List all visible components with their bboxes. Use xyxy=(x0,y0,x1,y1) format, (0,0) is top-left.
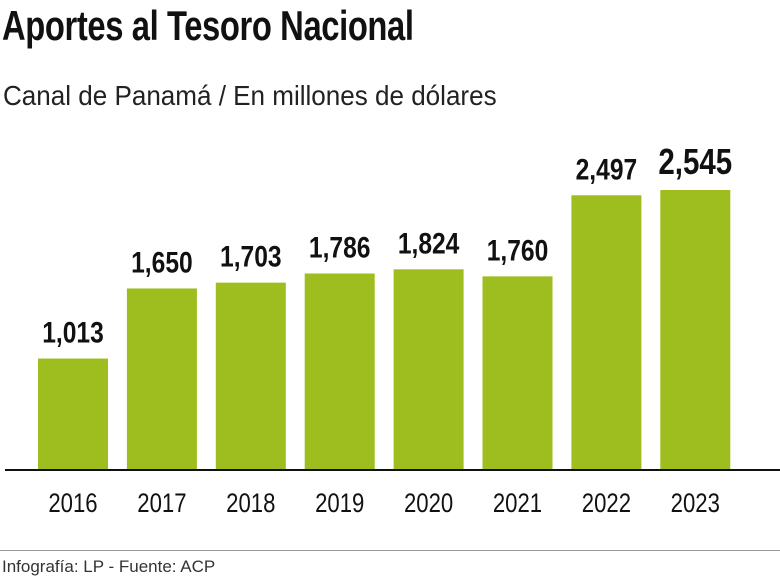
bar-chart: 1,013 2016 1,650 2017 1,703 2018 1,786 2019 1,82… xyxy=(5,141,780,519)
bar-2019 xyxy=(304,273,375,470)
bar-2018 xyxy=(215,282,286,470)
data-label: 1,786 xyxy=(309,230,371,264)
bar-2020 xyxy=(393,269,464,470)
data-label: 1,013 xyxy=(42,315,104,349)
chart-title: Aportes al Tesoro Nacional xyxy=(2,2,414,49)
bar-2016 xyxy=(38,358,108,470)
data-label: 2,497 xyxy=(576,152,638,186)
x-tick-label: 2016 xyxy=(48,489,97,519)
bar-2023 xyxy=(660,190,731,470)
footer-divider xyxy=(0,550,780,551)
x-tick-label: 2021 xyxy=(493,489,542,519)
data-label: 1,703 xyxy=(220,239,282,273)
data-label: 1,824 xyxy=(398,226,460,260)
x-tick-label: 2019 xyxy=(315,489,364,519)
bar-2017 xyxy=(126,288,197,470)
x-tick-label: 2023 xyxy=(671,489,720,519)
x-tick-label: 2017 xyxy=(137,489,186,519)
footer-credit: Infografía: LP - Fuente: ACP xyxy=(2,557,216,576)
bar-2022 xyxy=(571,195,642,470)
chart-subtitle: Canal de Panamá / En millones de dólares xyxy=(3,80,497,111)
data-label: 1,760 xyxy=(487,233,549,267)
data-label: 2,545 xyxy=(658,141,732,181)
bar-2021 xyxy=(482,276,553,470)
x-tick-label: 2018 xyxy=(226,489,275,519)
x-tick-label: 2022 xyxy=(582,489,631,519)
x-tick-label: 2020 xyxy=(404,489,453,519)
data-label: 1,650 xyxy=(131,245,193,279)
